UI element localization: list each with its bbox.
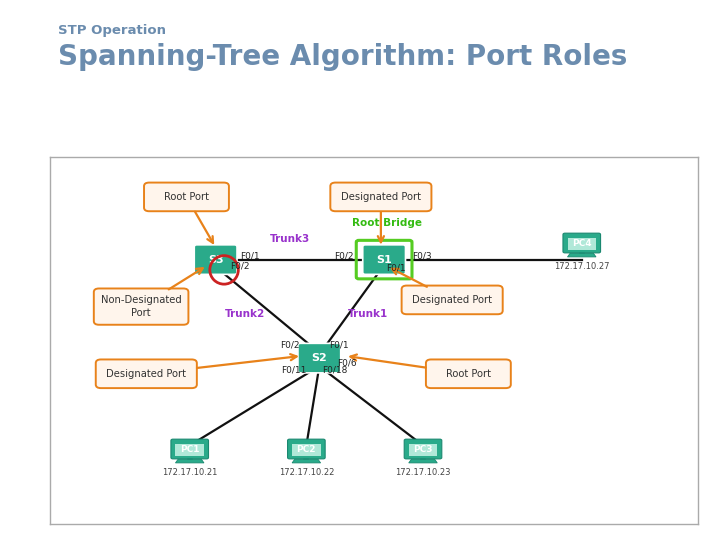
FancyBboxPatch shape <box>404 439 442 459</box>
Text: F0/2: F0/2 <box>230 262 250 271</box>
Text: F0/1: F0/1 <box>386 263 405 272</box>
Polygon shape <box>176 460 204 463</box>
Text: Root Port: Root Port <box>164 192 209 202</box>
FancyBboxPatch shape <box>330 183 431 211</box>
Text: PC2: PC2 <box>297 444 316 454</box>
Text: Spanning-Tree Algorithm: Port Roles: Spanning-Tree Algorithm: Port Roles <box>58 43 627 71</box>
Text: F0/2: F0/2 <box>334 252 354 261</box>
Text: 172.17.10.23: 172.17.10.23 <box>395 468 451 477</box>
Text: F0/1: F0/1 <box>240 252 260 261</box>
Text: Trunk3: Trunk3 <box>270 234 310 245</box>
FancyBboxPatch shape <box>171 439 209 459</box>
Polygon shape <box>409 460 437 463</box>
Text: S1: S1 <box>377 254 392 265</box>
FancyBboxPatch shape <box>409 444 437 456</box>
Text: PC3: PC3 <box>413 444 433 454</box>
Text: F0/18: F0/18 <box>323 365 348 374</box>
Text: Designated Port: Designated Port <box>412 295 492 305</box>
FancyBboxPatch shape <box>176 444 204 456</box>
FancyBboxPatch shape <box>567 238 596 249</box>
Text: 172.17.10.21: 172.17.10.21 <box>162 468 217 477</box>
Text: Designated Port: Designated Port <box>107 369 186 379</box>
Polygon shape <box>567 253 596 257</box>
FancyBboxPatch shape <box>402 286 503 314</box>
Text: F0/11: F0/11 <box>281 365 307 374</box>
Text: PC4: PC4 <box>572 239 592 247</box>
FancyBboxPatch shape <box>144 183 229 211</box>
Text: S3: S3 <box>208 254 223 265</box>
Text: Root Port: Root Port <box>446 369 491 379</box>
FancyBboxPatch shape <box>426 360 510 388</box>
Text: F0/3: F0/3 <box>412 252 431 261</box>
Text: S2: S2 <box>312 353 327 363</box>
FancyBboxPatch shape <box>287 439 325 459</box>
Text: F0/2: F0/2 <box>280 340 300 349</box>
Text: Trunk1: Trunk1 <box>348 309 388 319</box>
FancyBboxPatch shape <box>194 245 237 274</box>
Text: 172.17.10.22: 172.17.10.22 <box>279 468 334 477</box>
Text: 172.17.10.27: 172.17.10.27 <box>554 262 610 271</box>
FancyBboxPatch shape <box>94 288 189 325</box>
Text: F0/1: F0/1 <box>329 340 348 349</box>
Polygon shape <box>292 460 320 463</box>
Text: Designated Port: Designated Port <box>341 192 421 202</box>
FancyBboxPatch shape <box>363 245 405 274</box>
FancyBboxPatch shape <box>298 343 341 373</box>
Text: Trunk2: Trunk2 <box>225 309 265 319</box>
FancyBboxPatch shape <box>96 360 197 388</box>
FancyBboxPatch shape <box>292 444 320 456</box>
FancyBboxPatch shape <box>563 233 600 253</box>
Text: Root Bridge: Root Bridge <box>352 218 423 228</box>
Text: Non-Designated
Port: Non-Designated Port <box>101 295 181 318</box>
Text: PC1: PC1 <box>180 444 199 454</box>
Text: STP Operation: STP Operation <box>58 24 166 37</box>
Text: F0/6: F0/6 <box>338 359 357 368</box>
